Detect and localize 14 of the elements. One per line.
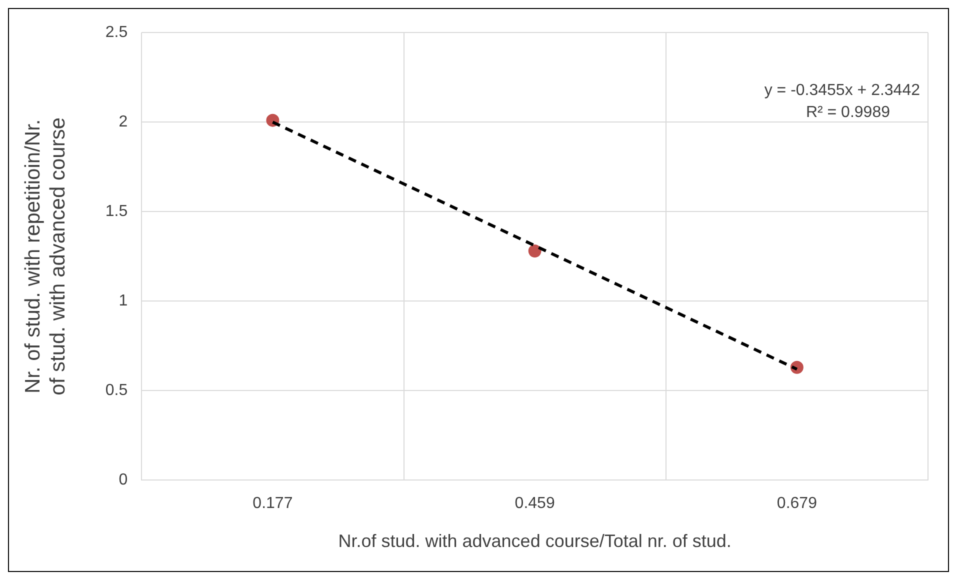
y-tick-label: 1.5	[105, 203, 128, 220]
x-tick-label: 0.177	[252, 495, 293, 512]
annotation: R² = 0.9989	[806, 104, 890, 122]
annotation: y = -0.3455x + 2.3442	[764, 82, 920, 100]
x-tick-label: 0.679	[776, 495, 818, 512]
y-axis-title: Nr. of stud. with repetitioin/Nr. of stud. with advanced course	[21, 117, 70, 396]
y-tick-label: 1	[118, 292, 128, 310]
point	[528, 244, 542, 258]
y-tick-label: 0.5	[105, 382, 128, 400]
y-tick-label: 0	[118, 472, 128, 489]
y-tick-label: 2.5	[105, 24, 128, 42]
x-tick-label: 0.459	[514, 495, 555, 512]
x-axis-title: Nr.of stud. with advanced course/Total nr. of stud.	[338, 531, 732, 552]
y-tick-label: 2	[118, 114, 128, 131]
